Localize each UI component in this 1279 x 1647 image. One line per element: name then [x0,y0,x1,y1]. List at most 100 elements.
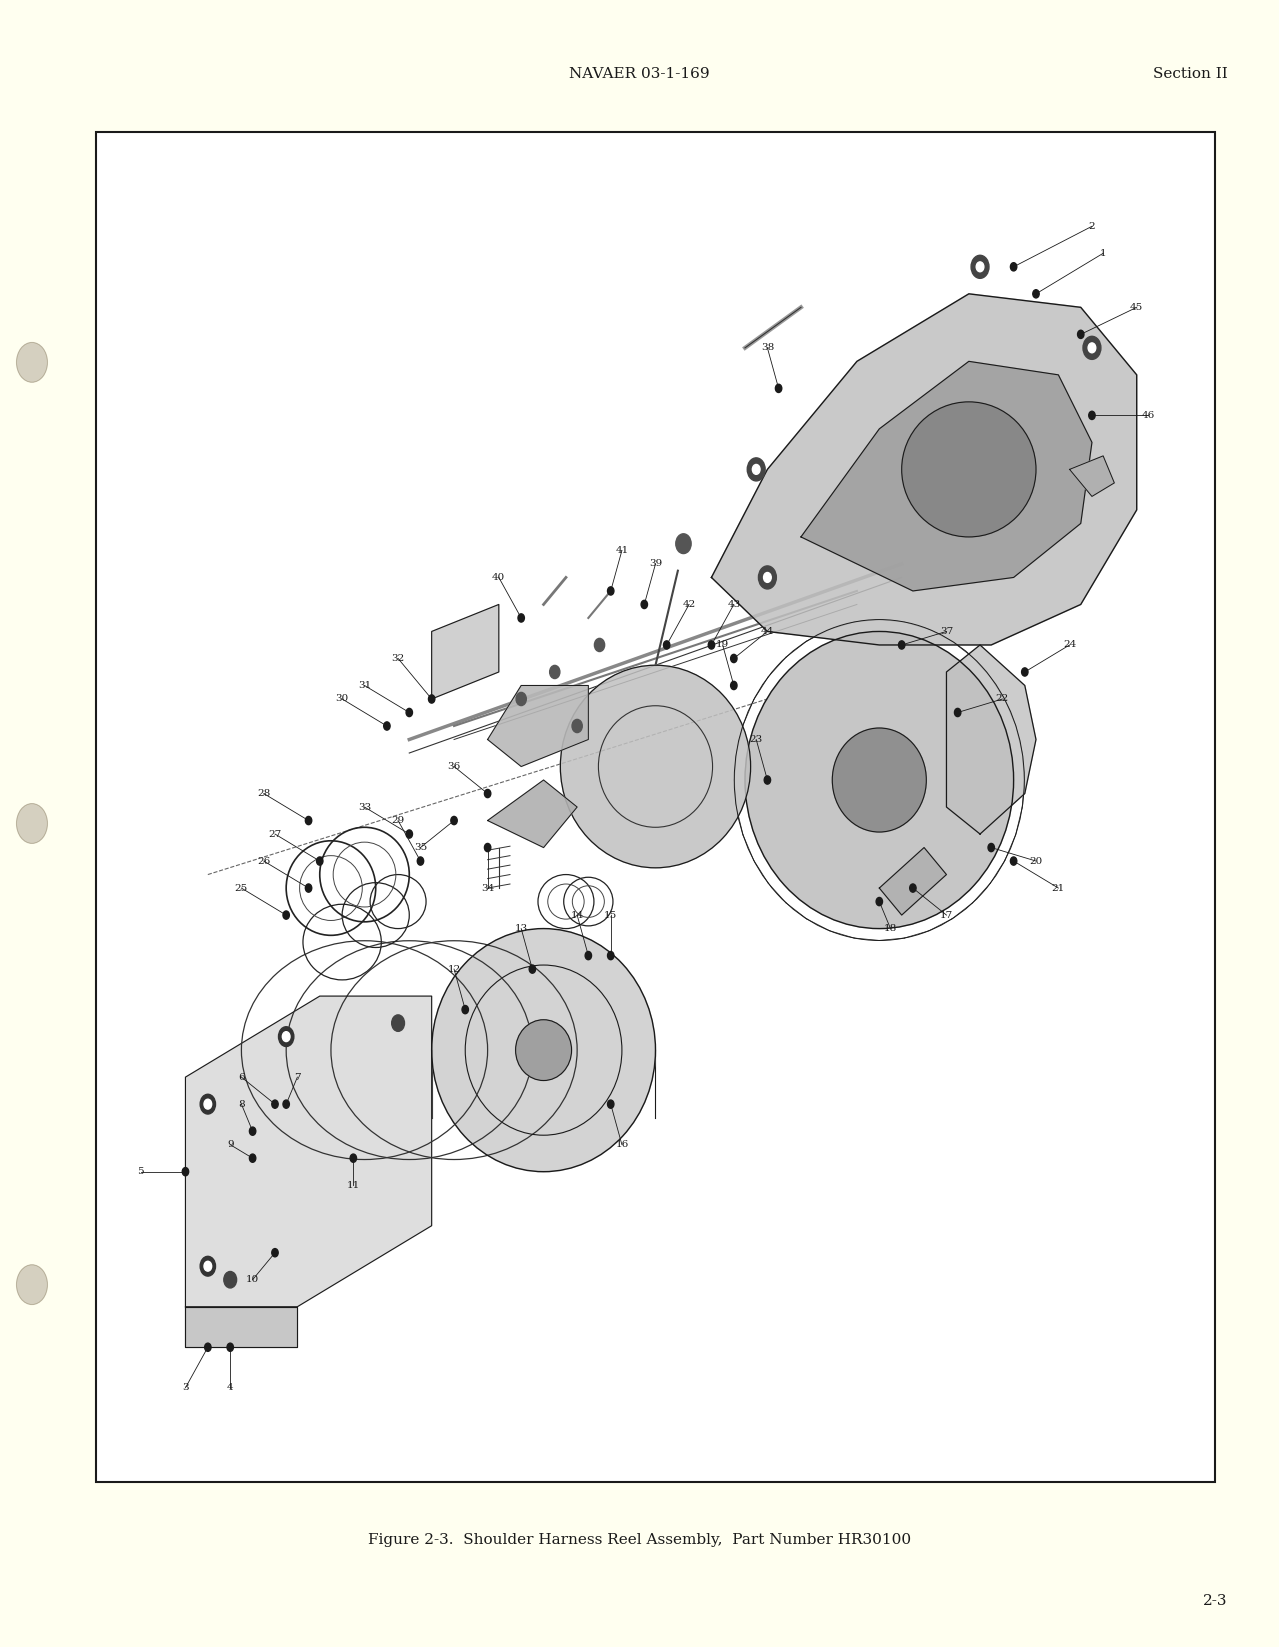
Circle shape [485,843,491,851]
Circle shape [976,262,984,272]
Circle shape [417,856,423,865]
Polygon shape [487,685,588,766]
Text: Section II: Section II [1154,68,1228,81]
Circle shape [391,1015,404,1031]
Text: 43: 43 [728,600,741,609]
Text: 16: 16 [615,1140,628,1150]
Circle shape [1010,856,1017,865]
Text: 15: 15 [604,911,618,919]
Text: 1: 1 [1100,249,1106,259]
Polygon shape [431,604,499,698]
Circle shape [316,856,322,865]
Text: 14: 14 [570,911,583,919]
Text: 39: 39 [648,560,663,568]
Circle shape [203,1262,211,1271]
Text: 13: 13 [514,924,528,934]
Circle shape [709,641,715,649]
Circle shape [971,255,989,278]
Circle shape [876,898,883,906]
Bar [96,132,1215,1482]
Text: 38: 38 [761,343,774,352]
Text: 4: 4 [226,1383,234,1392]
Circle shape [530,965,536,973]
Text: 29: 29 [391,815,404,825]
Circle shape [758,567,776,590]
Circle shape [279,1026,294,1046]
Ellipse shape [744,631,1013,929]
Text: 41: 41 [615,545,628,555]
Polygon shape [801,361,1092,591]
Text: 30: 30 [335,695,349,703]
Text: 2-3: 2-3 [1204,1594,1228,1607]
Circle shape [517,692,527,705]
Text: 37: 37 [940,628,953,636]
Circle shape [205,1344,211,1351]
Text: 31: 31 [358,680,371,690]
Polygon shape [185,996,431,1306]
Circle shape [1022,669,1028,675]
Circle shape [428,695,435,703]
Circle shape [17,1265,47,1304]
Circle shape [747,458,765,481]
Text: 18: 18 [884,924,897,934]
Text: 22: 22 [996,695,1009,703]
Text: 46: 46 [1141,410,1155,420]
Circle shape [954,708,961,716]
Circle shape [203,1099,211,1108]
Text: NAVAER 03-1-169: NAVAER 03-1-169 [569,68,710,81]
Text: 17: 17 [940,911,953,919]
Text: 8: 8 [238,1100,244,1108]
Circle shape [283,911,289,919]
Text: 23: 23 [749,735,762,744]
Text: 25: 25 [235,883,248,893]
Circle shape [182,1168,188,1176]
Text: 2: 2 [1088,222,1095,231]
Circle shape [595,639,605,652]
Text: 24: 24 [1063,641,1076,649]
Circle shape [17,343,47,382]
Ellipse shape [833,728,926,832]
Text: 21: 21 [1051,883,1065,893]
Text: 42: 42 [683,600,696,609]
Text: 45: 45 [1131,303,1143,311]
Circle shape [764,573,771,583]
Text: 35: 35 [414,843,427,851]
Circle shape [306,884,312,893]
Circle shape [675,534,691,553]
Text: 9: 9 [226,1140,234,1150]
Circle shape [224,1271,237,1288]
Text: 20: 20 [1030,856,1042,866]
Text: 32: 32 [391,654,404,664]
Circle shape [608,1100,614,1108]
Text: 44: 44 [761,628,774,636]
Circle shape [283,1031,290,1041]
Text: 11: 11 [347,1181,359,1189]
Circle shape [730,682,737,690]
Circle shape [909,884,916,893]
Polygon shape [185,1306,297,1347]
Circle shape [641,600,647,609]
Ellipse shape [515,1019,572,1080]
Polygon shape [946,646,1036,833]
Circle shape [775,384,781,392]
Ellipse shape [902,402,1036,537]
Circle shape [518,614,524,623]
Circle shape [1083,336,1101,359]
Circle shape [249,1155,256,1163]
Ellipse shape [560,665,751,868]
Circle shape [200,1257,215,1276]
Circle shape [462,1005,468,1013]
Text: 10: 10 [246,1275,260,1285]
Circle shape [730,654,737,662]
Circle shape [664,641,670,649]
Circle shape [271,1100,278,1108]
Circle shape [200,1094,215,1113]
Text: 34: 34 [481,883,494,893]
Circle shape [752,464,760,474]
Circle shape [271,1248,278,1257]
Text: 27: 27 [269,830,281,838]
Text: 36: 36 [448,763,460,771]
Circle shape [585,952,591,960]
Circle shape [1077,329,1083,338]
Circle shape [17,804,47,843]
